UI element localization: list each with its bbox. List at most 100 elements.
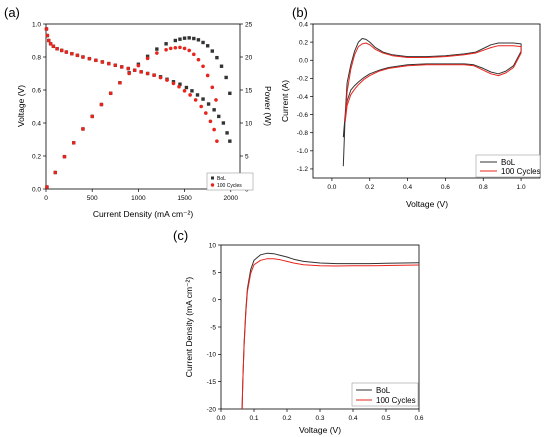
series-line-cycles-b <box>344 42 522 122</box>
plot-frame-b <box>312 23 541 179</box>
data-point-bol-power <box>182 36 187 40</box>
x-tick-label-b: 0.8 <box>479 184 488 191</box>
y2-tick-label-a: 10 <box>245 120 253 127</box>
panel-label-b: (b) <box>292 5 308 20</box>
data-point-cycles-voltage <box>75 53 80 58</box>
marks-c <box>241 252 420 410</box>
data-point-cycles-power <box>178 45 182 50</box>
legend-box-a <box>206 172 254 191</box>
ticks-b: 0.0 0.2 0.4 0.6 0.8 1.0 -1.2 -1.0 -0.8 -0.6 -0.4 -0… <box>297 21 526 191</box>
data-point-cycles-voltage <box>193 98 198 102</box>
y-tick-label-c: 0 <box>212 297 216 304</box>
x-tick-label-c: 0.3 <box>315 415 324 422</box>
data-point-cycles-voltage <box>113 63 118 68</box>
data-point-cycles-power <box>71 141 76 145</box>
y-tick-label-a: 0.6 <box>32 87 41 94</box>
x-tick-label-c: 0.6 <box>414 415 423 422</box>
data-point-cycles-power <box>201 64 205 69</box>
y-tick-label-c: -5 <box>210 324 216 331</box>
data-point-cycles-power <box>53 170 58 175</box>
y2-tick-label-a: 20 <box>245 54 253 61</box>
x-tick-label-c: 0.1 <box>249 415 258 422</box>
legend-marker-cycles-a <box>210 183 215 187</box>
data-point-cycles-voltage <box>177 84 181 89</box>
y-tick-label-b: -0.8 <box>297 130 309 137</box>
y-tick-label-b: -0.4 <box>297 94 309 101</box>
data-point-bol-power <box>173 38 178 43</box>
data-point-cycles-voltage <box>204 111 208 115</box>
data-point-cycles-voltage <box>45 33 50 38</box>
plot-frame-a <box>45 23 241 190</box>
data-point-bol-power <box>224 75 228 80</box>
data-point-bol-power <box>219 64 224 68</box>
panel-label-c: (c) <box>173 228 188 243</box>
data-point-cycles-power <box>210 85 215 90</box>
y-tick-label-a: 0.4 <box>32 120 41 127</box>
y-tick-label-b: -1.2 <box>297 166 309 173</box>
data-point-bol-voltage <box>178 82 182 86</box>
y-axis-label-a: Voltage (V) <box>16 85 26 127</box>
data-point-bol-voltage <box>228 139 232 143</box>
data-point-cycles-voltage <box>139 70 143 74</box>
marks-b <box>342 38 522 167</box>
data-point-bol-voltage <box>190 89 194 93</box>
data-point-cycles-voltage <box>199 104 203 109</box>
y-tick-label-b: 0.2 <box>299 39 308 46</box>
y-tick-label-b: -0.2 <box>297 76 309 83</box>
data-point-cycles-voltage <box>182 89 187 93</box>
data-point-bol-power <box>210 49 214 53</box>
data-point-cycles-power <box>192 52 196 57</box>
data-point-cycles-power <box>214 98 218 102</box>
y-tick-label-b: 0.4 <box>299 21 308 28</box>
legend-label-cycles-c: 100 Cycles <box>376 396 416 405</box>
x-tick-label-b: 0.6 <box>441 184 450 191</box>
data-point-bol-voltage <box>184 85 189 90</box>
data-point-cycles-power <box>99 102 104 107</box>
legend-label-bol-b: BoL <box>501 158 516 167</box>
data-point-cycles-power <box>145 56 150 61</box>
data-point-cycles-voltage <box>145 71 150 76</box>
x-tick-label-b: 0.0 <box>327 184 336 191</box>
y-axis-label-c: Current Density (mA cm⁻²) <box>184 277 194 378</box>
legend-label-cycles-b: 100 Cycles <box>501 167 541 176</box>
data-point-bol-voltage <box>201 97 205 101</box>
y2-tick-label-a: 15 <box>245 87 253 94</box>
data-point-cycles-voltage <box>188 93 192 97</box>
x-tick-label-a: 0 <box>44 195 48 202</box>
data-point-cycles-voltage <box>107 61 111 66</box>
panel-label-a: (a) <box>4 5 20 20</box>
legend-b: BoL 100 Cycles <box>475 154 541 178</box>
data-point-bol-voltage <box>195 93 200 97</box>
x-tick-label-b: 0.4 <box>403 184 412 191</box>
data-point-cycles-power <box>108 91 113 96</box>
x-tick-label-a: 1500 <box>177 195 192 202</box>
data-point-cycles-voltage <box>70 51 74 56</box>
data-point-cycles-power <box>81 127 85 131</box>
data-point-bol-power <box>205 44 210 48</box>
x-axis-label-c: Voltage (V) <box>299 425 341 435</box>
y-tick-label-c: 5 <box>212 270 216 277</box>
data-point-cycles-voltage <box>44 27 49 31</box>
data-point-cycles-voltage <box>100 60 105 64</box>
y2-tick-label-a: 5 <box>245 153 249 160</box>
data-point-cycles-power <box>168 46 173 51</box>
y-axis-label-b: Current (A) <box>280 80 290 122</box>
ticks-c: 0.0 0.1 0.2 0.3 0.4 0.5 0.6 -20 -15 -10 -5 0 5 10 <box>207 242 424 422</box>
data-point-cycles-voltage <box>158 75 163 80</box>
data-point-cycles-voltage <box>94 58 98 63</box>
y-tick-label-a: 0.0 <box>32 186 41 193</box>
y-tick-label-a: 0.8 <box>32 54 41 61</box>
data-point-cycles-power <box>127 71 131 76</box>
legend-a: BoL 100 Cycles <box>206 172 254 191</box>
data-point-cycles-voltage <box>152 73 156 77</box>
x-tick-label-b: 0.2 <box>365 184 374 191</box>
y-tick-label-b: -0.6 <box>297 112 309 119</box>
legend-marker-bol-a <box>211 176 214 180</box>
data-point-bol-voltage <box>206 102 211 106</box>
data-point-bol-power <box>228 91 232 95</box>
x-tick-label-c: 0.2 <box>282 415 291 422</box>
chart-b: 0.0 0.2 0.4 0.6 0.8 1.0 -1.2 -1.0 -0.8 -0.6 -0.4 -0… <box>280 21 541 209</box>
data-point-cycles-power <box>173 45 178 50</box>
data-point-bol-voltage <box>217 114 221 119</box>
data-point-cycles-voltage <box>81 55 85 59</box>
